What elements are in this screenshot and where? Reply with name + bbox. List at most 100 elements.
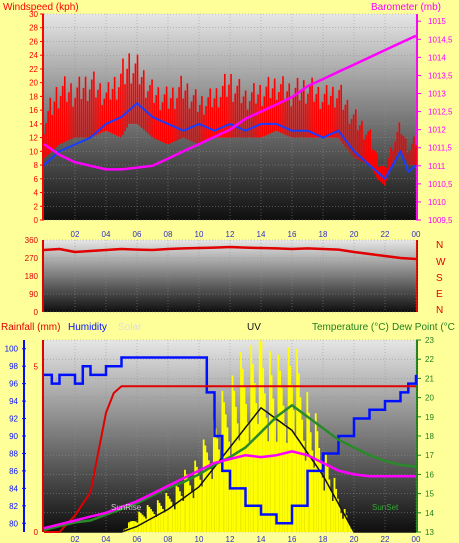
uv-line: [44, 407, 416, 533]
temperature-axis-tick-label: 20: [425, 394, 434, 403]
wind-axis-tick-label: 2: [34, 202, 39, 211]
humidity-axis-tick-label: 92: [9, 415, 18, 424]
wind-axis-tick-label: 28: [29, 24, 38, 33]
direction-axis-tick-label: 270: [25, 254, 39, 263]
temp-x-tick-label: 00: [412, 535, 421, 543]
windspeed-label: Windspeed (kph): [3, 2, 79, 13]
wind-x-tick-label: 06: [133, 230, 142, 239]
wind-axis-tick-label: 10: [29, 147, 38, 156]
wind-x-tick-label: 22: [381, 230, 390, 239]
temperature-axis-tick-label: 18: [425, 432, 434, 441]
wind-x-tick-label: 14: [257, 230, 266, 239]
humidity-label: Humidity: [68, 322, 107, 333]
compass-label-w: W: [436, 257, 446, 268]
barometer-label: Barometer (mb): [371, 2, 441, 13]
barometer-axis-tick-label: 1014,5: [428, 35, 453, 44]
temperature-axis-tick-label: 21: [425, 374, 434, 383]
temp-x-tick-label: 20: [350, 535, 359, 543]
humidity-axis-tick-label: 98: [9, 362, 18, 371]
temperature-axis-tick-label: 23: [425, 336, 434, 345]
rain-axis-tick-label: 5: [34, 362, 39, 371]
humidity-axis-tick-label: 100: [5, 345, 19, 354]
compass-label-e: E: [436, 289, 443, 300]
direction-axis-tick-label: 360: [25, 236, 39, 245]
barometer-axis-tick-label: 1014: [428, 53, 446, 62]
temperature-line: [43, 450, 416, 530]
barometer-axis-tick-label: 1013,5: [428, 71, 453, 80]
barometer-axis-tick-label: 1011,5: [428, 144, 452, 153]
direction-axis-tick-label: 0: [34, 308, 39, 317]
humidity-axis-tick-label: 84: [9, 484, 18, 493]
humidity-axis-tick-label: 86: [9, 467, 18, 476]
direction-axis-tick-label: 90: [29, 290, 38, 299]
wind-axis-tick-label: 4: [34, 189, 39, 198]
temperature-axis-tick-label: 13: [425, 528, 434, 537]
temperature-axis-tick-label: 19: [425, 413, 434, 422]
temp-x-tick-label: 14: [257, 535, 266, 543]
compass-labels: N W S E N: [436, 240, 446, 316]
temp-x-tick-label: 06: [133, 535, 142, 543]
temp-x-tick-label: 12: [226, 535, 235, 543]
temp-x-tick-label: 08: [164, 535, 173, 543]
humidity-axis-tick-label: 90: [9, 432, 18, 441]
humidity-axis-tick-label: 94: [9, 397, 18, 406]
temp-x-tick-label: 04: [102, 535, 111, 543]
barometer-axis-tick-label: 1013: [428, 90, 446, 99]
rainfall-line: [44, 385, 416, 533]
wind-x-tick-label: 10: [195, 230, 204, 239]
temp-x-tick-label: 22: [381, 535, 390, 543]
direction-line: [43, 245, 417, 261]
wind-axis-tick-label: 24: [29, 51, 38, 60]
temp-x-tick-label: 02: [71, 535, 80, 543]
compass-label-n-top: N: [436, 240, 443, 251]
wind-axis-tick-label: 20: [29, 79, 38, 88]
humidity-axis-tick-label: 82: [9, 502, 18, 511]
wind-axis-tick-label: 12: [29, 134, 38, 143]
solar-label: Solar: [118, 322, 142, 333]
wind-x-tick-label: 16: [288, 230, 297, 239]
wind-axis-tick-label: 6: [34, 175, 39, 184]
wind-x-tick-label: 12: [226, 230, 235, 239]
humidity-axis-tick-label: 88: [9, 449, 18, 458]
temp-x-tick-label: 16: [288, 535, 297, 543]
dewpoint-label: Dew Point (°C: [392, 322, 455, 333]
wind-axis-tick-label: 14: [29, 120, 38, 129]
dewpoint-line: [43, 404, 417, 532]
barometer-axis-tick-label: 1015: [428, 17, 446, 26]
direction-axis-tick-label: 180: [25, 272, 39, 281]
wind-x-tick-label: 20: [350, 230, 359, 239]
humidity-line: [44, 356, 418, 525]
wind-axis-tick-label: 26: [29, 37, 38, 46]
barometer-axis-tick-label: 1011: [428, 162, 446, 171]
temperature-axis-tick-label: 16: [425, 470, 434, 479]
wind-x-tick-label: 18: [319, 230, 328, 239]
barometer-axis-tick-label: 1010: [428, 198, 446, 207]
barometer-axis-tick-label: 1012: [428, 126, 446, 135]
barometer-axis-tick-label: 1009,5: [428, 216, 453, 225]
sunset-label: SunSet: [372, 503, 399, 512]
wind-x-tick-label: 00: [412, 230, 421, 239]
barometer-line: [43, 34, 417, 171]
temp-x-tick-label: 18: [319, 535, 328, 543]
temp-x-tick-label: 10: [195, 535, 204, 543]
avg-wind-line: [43, 102, 417, 180]
wind-axis-tick-label: 18: [29, 92, 38, 101]
temperature-label: Temperature (°C): [312, 322, 389, 333]
uv-label: UV: [247, 322, 261, 333]
compass-label-n-bottom: N: [436, 305, 443, 316]
temperature-axis-tick-label: 15: [425, 490, 434, 499]
humidity-axis-tick-label: 96: [9, 380, 18, 389]
barometer-axis-tick-label: 1010,5: [428, 180, 453, 189]
rain-axis-tick-label: 0: [34, 528, 39, 537]
compass-label-s: S: [436, 273, 443, 284]
wind-axis-tick-label: 16: [29, 106, 38, 115]
sunrise-label: SunRise: [111, 503, 142, 512]
wind-x-tick-label: 04: [102, 230, 111, 239]
wind-axis-tick-label: 8: [34, 161, 39, 170]
wind-axis-tick-label: 0: [34, 216, 39, 225]
temperature-axis-tick-label: 14: [425, 509, 434, 518]
wind-axis-tick-label: 30: [29, 10, 38, 19]
wind-axis-tick-label: 22: [29, 65, 38, 74]
wind-x-tick-label: 08: [164, 230, 173, 239]
